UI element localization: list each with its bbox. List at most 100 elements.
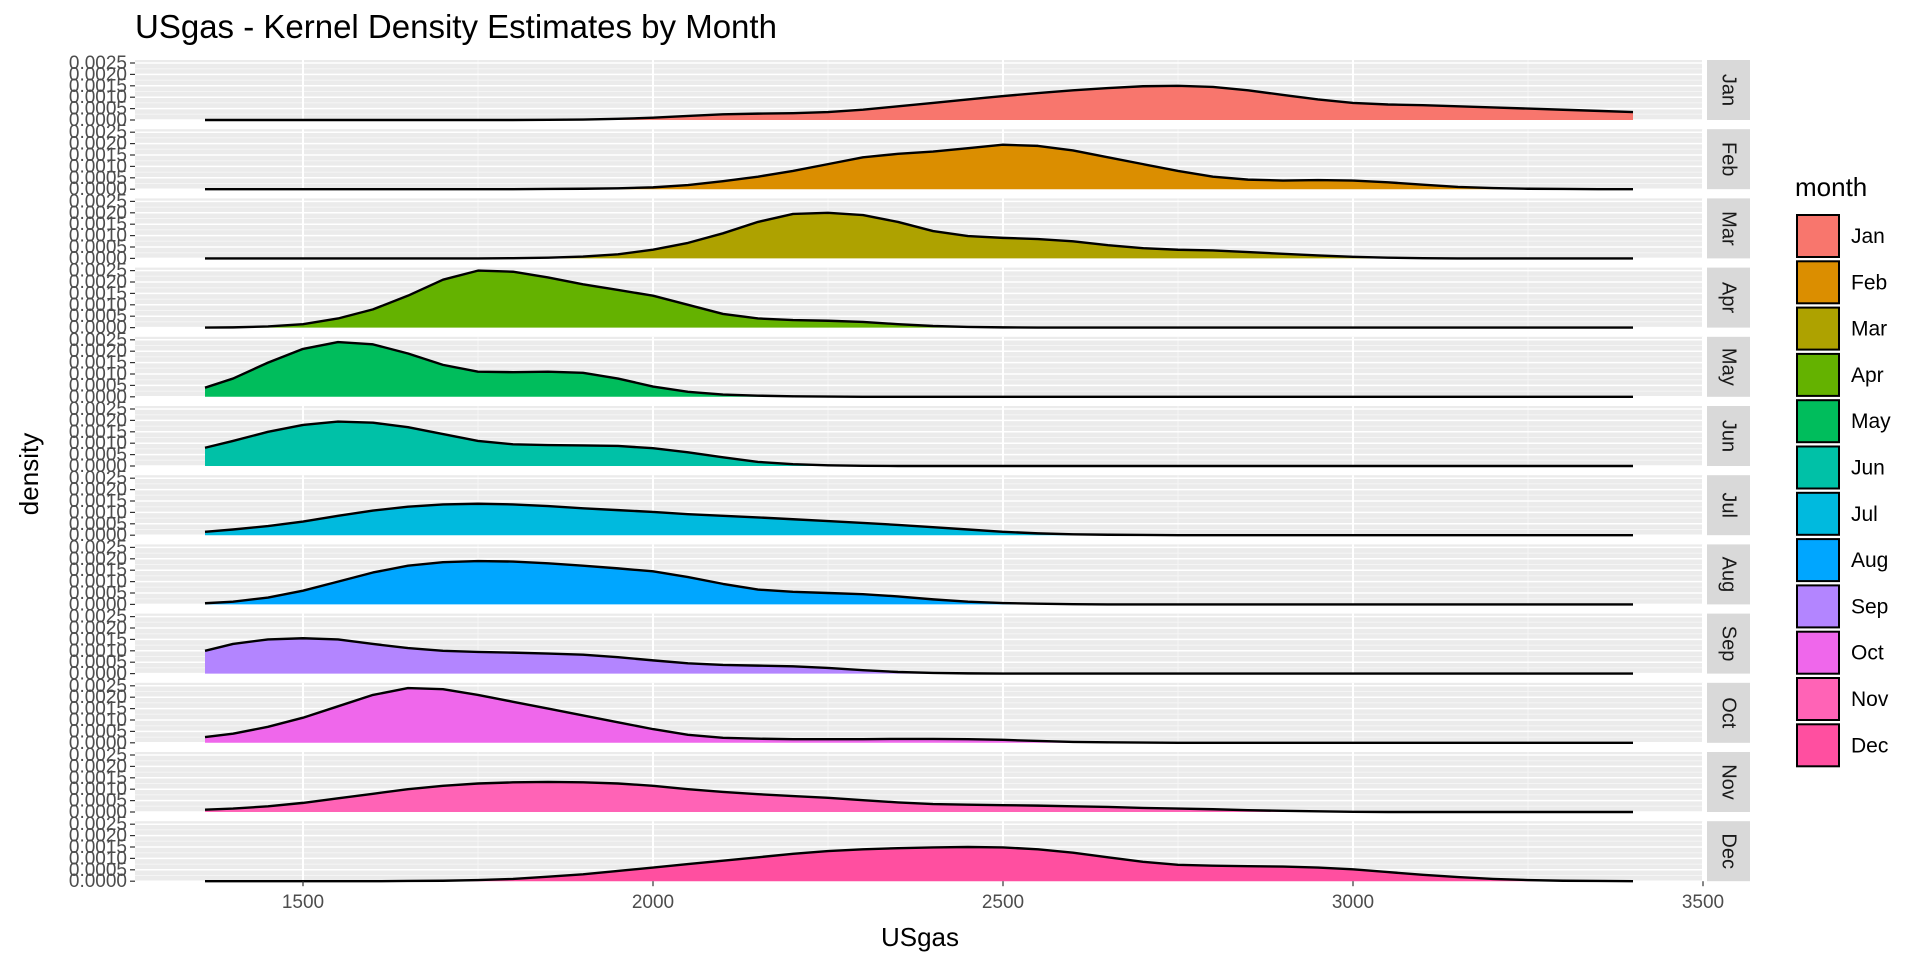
y-tick-label: 0.0000 <box>69 733 127 754</box>
density-line-apr <box>204 269 1633 329</box>
y-tick-label: 0.0000 <box>69 802 127 823</box>
y-tick-label: 0.0010 <box>69 848 127 869</box>
density-line-nov <box>204 780 1633 814</box>
y-tick-label: 0.0000 <box>69 179 127 200</box>
density-area-jul <box>205 503 1633 536</box>
facet-strip-label: Dec <box>1718 833 1740 869</box>
y-tick-label: 0.0005 <box>69 860 127 881</box>
legend-label-jan: Jan <box>1851 225 1885 248</box>
facet-strip <box>1707 682 1750 743</box>
y-tick-label: 0.0005 <box>69 514 127 535</box>
y-tick-label: 0.0020 <box>69 687 127 708</box>
facet-panels: 0.00000.00050.00100.00150.00200.0025Jan0… <box>69 53 1750 892</box>
facet-strip-label: Jul <box>1718 492 1740 518</box>
density-line-oct <box>204 686 1633 744</box>
legend: month Jan Feb Mar Apr May Jun Jul Aug Sep Oct Nov D… <box>1795 172 1891 768</box>
facet-strip-label: Oct <box>1718 697 1740 729</box>
facet-strip <box>1707 544 1750 605</box>
legend-label-jun: Jun <box>1851 457 1885 480</box>
x-tick-label: 2500 <box>982 892 1024 913</box>
legend-key-jul <box>1796 491 1840 536</box>
density-area-mar <box>205 212 1633 259</box>
facet-strip-label: Jan <box>1718 74 1740 106</box>
x-axis-title: USgas <box>881 922 959 952</box>
density-area-sep <box>205 638 1633 674</box>
y-tick-label: 0.0015 <box>69 629 127 650</box>
y-tick-label: 0.0005 <box>69 721 127 742</box>
y-tick-label: 0.0020 <box>69 480 127 501</box>
y-tick-label: 0.0020 <box>69 64 127 85</box>
y-tick-label: 0.0015 <box>69 837 127 858</box>
y-tick-label: 0.0020 <box>69 549 127 570</box>
facet-strip <box>1707 336 1750 397</box>
y-tick-label: 0.0010 <box>69 433 127 454</box>
legend-key-nov <box>1796 677 1840 721</box>
y-tick-label: 0.0010 <box>69 779 127 800</box>
facet-strip <box>1707 752 1750 812</box>
facet-strip <box>1707 198 1750 259</box>
y-tick-label: 0.0015 <box>69 214 127 235</box>
facet-strip-label: Apr <box>1718 282 1740 313</box>
legend-label-nov: Nov <box>1851 688 1889 711</box>
y-tick-label: 0.0000 <box>69 318 127 339</box>
y-tick-label: 0.0010 <box>69 295 127 316</box>
facet-strip-label: Mar <box>1718 211 1740 246</box>
facet-strip-label: Jun <box>1718 420 1740 452</box>
y-tick-label: 0.0005 <box>69 237 127 258</box>
facet-strip <box>1707 475 1750 536</box>
legend-label-sep: Sep <box>1851 595 1888 618</box>
y-tick-label: 0.0000 <box>69 525 127 546</box>
y-tick-label: 0.0010 <box>69 87 127 108</box>
y-tick-label: 0.0000 <box>69 664 127 685</box>
chart-title: USgas - Kernel Density Estimates by Mont… <box>135 8 777 45</box>
legend-key-oct <box>1796 630 1840 675</box>
y-tick-label: 0.0025 <box>69 814 127 835</box>
y-tick-label: 0.0025 <box>69 745 127 766</box>
legend-label-may: May <box>1851 410 1891 433</box>
legend-key-aug <box>1796 538 1840 583</box>
x-tick-label: 3500 <box>1682 892 1724 913</box>
y-tick-label: 0.0020 <box>69 203 127 224</box>
density-area-feb <box>205 144 1633 190</box>
y-tick-label: 0.0000 <box>69 456 127 477</box>
density-line-jun <box>204 420 1633 468</box>
legend-key-apr <box>1796 352 1840 397</box>
legend-label-feb: Feb <box>1851 271 1887 294</box>
y-tick-label: 0.0025 <box>69 330 127 351</box>
density-line-sep <box>204 637 1633 675</box>
facet-strip <box>1707 267 1750 328</box>
y-tick-label: 0.0020 <box>69 134 127 155</box>
y-tick-label: 0.0010 <box>69 502 127 523</box>
density-area-nov <box>205 781 1633 812</box>
density-line-jul <box>204 502 1633 537</box>
legend-title: month <box>1795 172 1867 202</box>
y-tick-label: 0.0020 <box>69 756 127 777</box>
y-tick-label: 0.0025 <box>69 53 127 74</box>
density-line-may <box>204 340 1633 398</box>
legend-key-feb <box>1796 260 1840 305</box>
y-tick-label: 0.0005 <box>69 306 127 327</box>
y-tick-label: 0.0015 <box>69 491 127 512</box>
y-tick-label: 0.0005 <box>69 168 127 189</box>
legend-key-dec <box>1796 723 1840 768</box>
y-tick-label: 0.0025 <box>69 676 127 697</box>
density-area-jun <box>205 421 1633 466</box>
legend-label-jul: Jul <box>1851 503 1878 526</box>
y-tick-label: 0.0025 <box>69 468 127 489</box>
y-tick-label: 0.0025 <box>69 122 127 143</box>
facet-strip-label: Nov <box>1718 764 1740 800</box>
y-tick-label: 0.0025 <box>69 607 127 628</box>
legend-label-oct: Oct <box>1851 642 1884 665</box>
legend-key-may <box>1796 399 1840 444</box>
y-tick-label: 0.0000 <box>69 871 127 892</box>
y-tick-label: 0.0010 <box>69 226 127 247</box>
